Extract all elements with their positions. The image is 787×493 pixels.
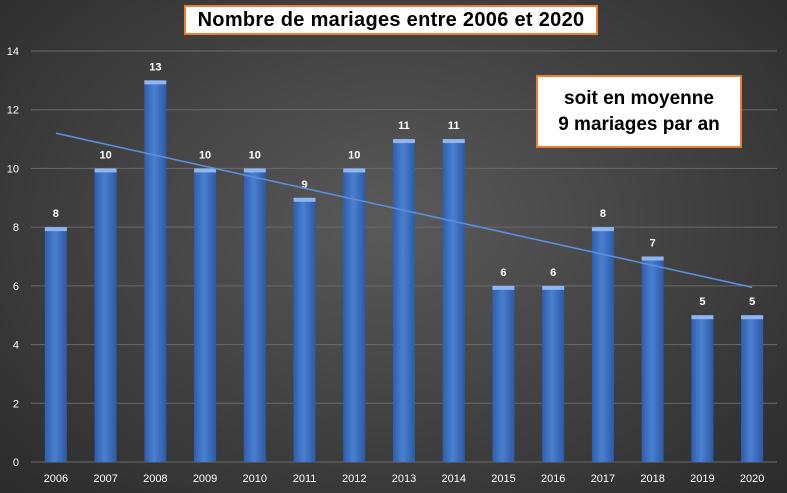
bar-cap — [343, 168, 366, 173]
x-tick-label: 2010 — [243, 473, 267, 485]
bar-cap — [741, 315, 764, 320]
data-label: 10 — [99, 149, 111, 161]
bar — [243, 168, 266, 462]
x-tick-label: 2019 — [690, 473, 714, 485]
bar — [94, 168, 117, 462]
bar — [641, 256, 664, 462]
x-tick-label: 2007 — [93, 473, 117, 485]
bar — [44, 227, 67, 462]
data-label: 8 — [600, 208, 606, 220]
y-tick-label: 14 — [7, 46, 19, 58]
bar — [293, 197, 316, 463]
bar-cap — [691, 315, 714, 320]
bar — [194, 168, 217, 462]
bar — [393, 139, 415, 463]
bar-cap — [44, 227, 67, 232]
bar-cap — [591, 227, 614, 232]
x-tick-label: 2014 — [441, 473, 465, 485]
data-label: 10 — [199, 149, 211, 161]
data-label: 13 — [149, 61, 161, 73]
x-tick-label: 2020 — [740, 473, 764, 485]
bar — [691, 315, 714, 462]
x-tick-label: 2008 — [143, 473, 167, 485]
annotation-line-2: 9 mariages par an — [558, 113, 720, 135]
annotation-line-1: soit en moyenne — [564, 87, 714, 109]
x-tick-label: 2018 — [640, 473, 664, 485]
bar — [144, 80, 167, 462]
bar-cap — [293, 197, 316, 202]
x-tick-label: 2006 — [44, 473, 68, 485]
data-label: 10 — [348, 149, 360, 161]
y-tick-label: 10 — [7, 163, 19, 175]
y-tick-label: 2 — [13, 398, 19, 410]
bar-cap — [144, 80, 167, 85]
bar-cap — [492, 285, 515, 290]
x-tick-label: 2013 — [392, 473, 416, 485]
bar — [542, 285, 565, 462]
bar — [343, 168, 366, 462]
data-label: 6 — [500, 267, 506, 279]
x-tick-label: 2012 — [342, 473, 366, 485]
data-label: 8 — [53, 208, 59, 220]
data-label: 11 — [448, 120, 460, 132]
bar-cap — [442, 139, 465, 144]
bar — [741, 315, 764, 462]
data-label: 5 — [699, 296, 705, 308]
bar-cap — [243, 168, 266, 173]
y-tick-label: 12 — [7, 105, 19, 117]
bar — [591, 227, 614, 462]
data-label: 9 — [301, 179, 307, 191]
average-annotation: soit en moyenne 9 mariages par an — [536, 75, 742, 148]
y-tick-label: 6 — [13, 281, 19, 293]
bar-cap — [94, 168, 117, 173]
y-tick-label: 0 — [13, 457, 19, 469]
x-tick-label: 2017 — [591, 473, 615, 485]
x-tick-label: 2015 — [491, 473, 515, 485]
bar — [492, 285, 515, 462]
x-tick-label: 2011 — [293, 473, 317, 485]
data-label: 6 — [550, 267, 556, 279]
bar-cap — [393, 139, 415, 144]
x-tick-label: 2016 — [541, 473, 565, 485]
chart-title: Nombre de mariages entre 2006 et 2020 — [184, 5, 598, 35]
y-tick-label: 4 — [13, 340, 19, 352]
bar-cap — [542, 285, 565, 290]
bar-cap — [194, 168, 217, 173]
data-label: 10 — [249, 149, 261, 161]
bar-cap — [641, 256, 664, 261]
data-label: 5 — [749, 296, 755, 308]
x-tick-label: 2009 — [193, 473, 217, 485]
y-tick-label: 8 — [13, 222, 19, 234]
data-label: 7 — [650, 238, 656, 250]
bar — [442, 139, 465, 463]
data-label: 11 — [398, 120, 410, 132]
trendline — [55, 132, 753, 289]
